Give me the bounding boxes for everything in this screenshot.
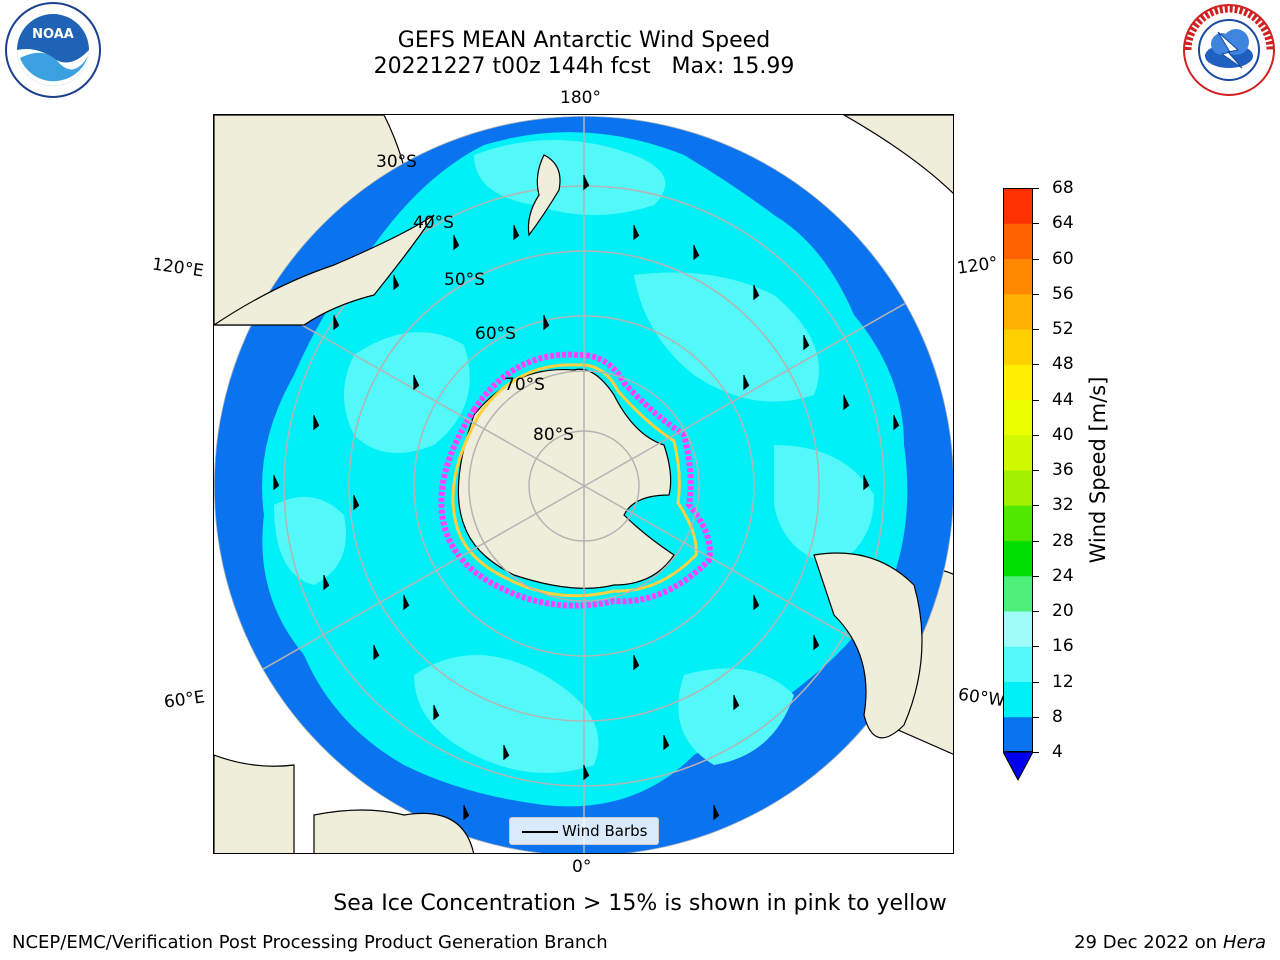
- colorbar-segment: [1003, 716, 1033, 752]
- colorbar-tick-label: 24: [1052, 565, 1074, 586]
- colorbar-segment: [1003, 575, 1033, 612]
- colorbar-tick-mark: [1033, 752, 1039, 753]
- colorbar-tick-mark: [1033, 223, 1039, 225]
- colorbar-segment: [1003, 681, 1033, 718]
- noaa-logo-icon: NOAA: [5, 2, 101, 98]
- lon-label-left-lower: 60°E: [162, 687, 207, 713]
- lat-label-80s: 80°S: [533, 425, 574, 445]
- antarctica-land: [457, 368, 675, 589]
- colorbar-tick-label: 16: [1052, 636, 1074, 657]
- chart-subtitle: 20221227 t00z 144h fcst Max: 15.99: [373, 54, 795, 79]
- colorbar-segment: [1003, 470, 1033, 506]
- colorbar-tick-label: 36: [1052, 460, 1074, 480]
- colorbar-segment: [1003, 293, 1033, 330]
- wind-barb-legend-line: [522, 831, 558, 833]
- lon-label-top: 180°: [560, 88, 601, 108]
- colorbar-tick-label: 44: [1052, 389, 1074, 410]
- colorbar-tick-mark: [1033, 293, 1039, 295]
- lon-label-right-lower: 60°W: [956, 684, 1007, 712]
- colorbar-tick-label: 20: [1052, 601, 1074, 621]
- colorbar-tick-mark: [1033, 470, 1039, 471]
- wind-field-high: [274, 140, 874, 773]
- colorbar-tick-label: 48: [1052, 354, 1074, 375]
- legend-label: Wind Barbs: [562, 822, 648, 840]
- map-legend: Wind Barbs: [509, 817, 659, 845]
- colorbar-tick-label: 32: [1052, 495, 1074, 516]
- colorbar-extend-arrow: [1003, 752, 1033, 782]
- wind-barbs: [273, 175, 900, 821]
- lon-label-left-upper: 120°E: [150, 254, 205, 282]
- colorbar-tick-mark: [1033, 681, 1039, 683]
- colorbar-tick-label: 4: [1052, 742, 1063, 762]
- colorbar-segment: [1003, 223, 1033, 259]
- colorbar-segment: [1003, 434, 1033, 471]
- footer-date-text: 29 Dec 2022 on: [1074, 932, 1218, 953]
- colorbar-segment: [1003, 505, 1033, 541]
- lon-label-bottom: 0°: [572, 857, 592, 877]
- polar-map: [214, 115, 953, 853]
- colorbar-tick-mark: [1033, 540, 1039, 542]
- lat-label-70s: 70°S: [504, 375, 545, 395]
- map-panel: [213, 114, 954, 854]
- colorbar-tick-mark: [1033, 399, 1039, 401]
- footer-machine: Hera: [1222, 932, 1266, 953]
- colorbar-segment: [1003, 364, 1033, 400]
- colorbar-tick-label: 12: [1052, 671, 1074, 692]
- colorbar-tick-mark: [1033, 505, 1039, 507]
- sea-ice-ring-inner: [451, 363, 698, 598]
- lat-label-30s: 30°S: [376, 152, 417, 172]
- colorbar-tick-mark: [1033, 329, 1039, 330]
- colorbar-segment: [1003, 399, 1033, 436]
- colorbar-segment: [1003, 329, 1033, 365]
- colorbar-segment: [1003, 188, 1033, 224]
- sea-ice-note: Sea Ice Concentration > 15% is shown in …: [333, 891, 947, 916]
- colorbar-tick-mark: [1033, 258, 1039, 260]
- footer-date: 29 Dec 2022 on Hera: [1074, 932, 1266, 953]
- sea-ice-ring: [438, 351, 713, 609]
- colorbar-tick-label: 40: [1052, 424, 1074, 445]
- svg-text:NOAA: NOAA: [32, 27, 74, 42]
- colorbar-tick-mark: [1033, 575, 1039, 577]
- colorbar-tick-label: 60: [1052, 248, 1074, 269]
- chart-title: GEFS MEAN Antarctic Wind Speed: [397, 28, 771, 53]
- footer-credit: NCEP/EMC/Verification Post Processing Pr…: [12, 932, 608, 953]
- lat-label-60s: 60°S: [475, 324, 516, 344]
- colorbar-tick-mark: [1033, 434, 1039, 436]
- colorbar-segment: [1003, 258, 1033, 295]
- colorbar-tick-mark: [1033, 364, 1039, 366]
- lat-label-40s: 40°S: [413, 213, 454, 233]
- colorbar-label: Wind Speed [m/s]: [1086, 376, 1110, 564]
- colorbar-tick-mark: [1033, 188, 1039, 189]
- colorbar-tick-label: 52: [1052, 319, 1074, 339]
- continent-outlines: [214, 154, 923, 853]
- colorbar-segment: [1003, 540, 1033, 577]
- colorbar-tick-label: 68: [1052, 178, 1074, 198]
- colorbar-tick-mark: [1033, 716, 1039, 718]
- colorbar-tick-mark: [1033, 646, 1039, 648]
- colorbar-tick-label: 56: [1052, 283, 1074, 304]
- colorbar-tick-label: 8: [1052, 706, 1063, 727]
- colorbar-segment: [1003, 646, 1033, 682]
- colorbar-tick-label: 28: [1052, 530, 1074, 551]
- colorbar-segment: [1003, 611, 1033, 647]
- lon-label-right-upper: 120°: [955, 253, 1000, 279]
- colorbar: [1003, 188, 1033, 752]
- colorbar-tick-mark: [1033, 611, 1039, 612]
- colorbar-tick-label: 64: [1052, 213, 1074, 234]
- nws-logo-icon: [1183, 4, 1275, 96]
- lat-label-50s: 50°S: [444, 270, 485, 290]
